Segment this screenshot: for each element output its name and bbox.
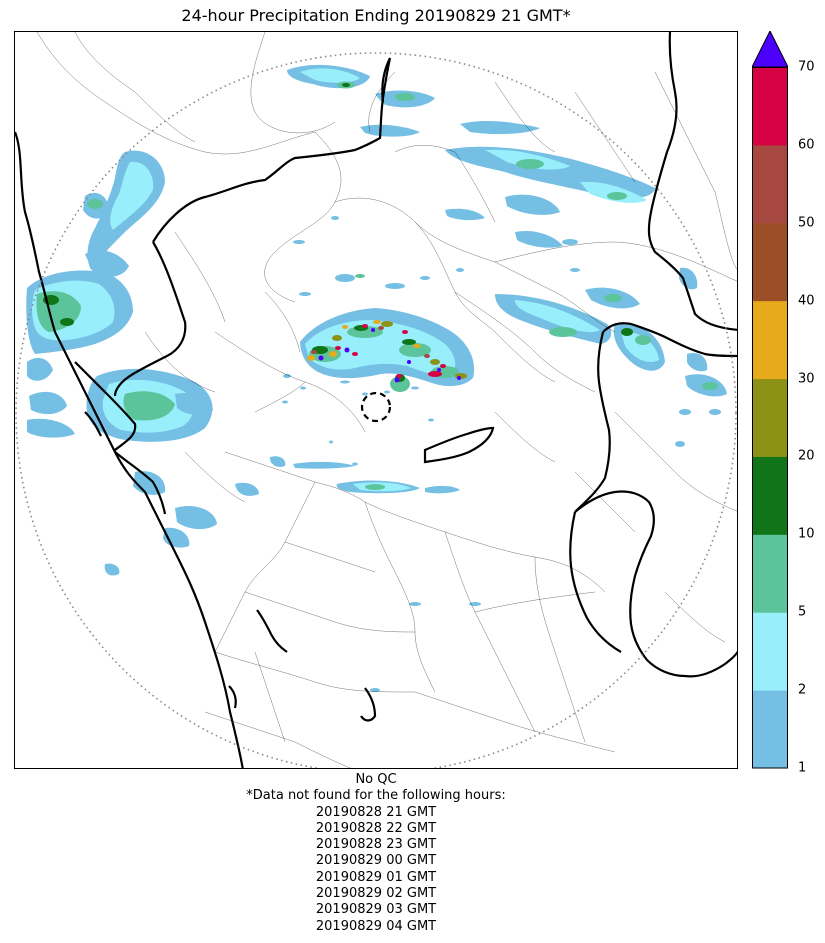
precip-area-northeast [445,146,727,447]
colorbar-tick-label: 1 [798,760,807,776]
colorbar-tick-label: 30 [798,371,815,387]
colorbar-tick-label: 50 [798,215,815,231]
radar-site-marker [360,391,392,423]
colorbar-band [752,690,788,769]
map-canvas [15,32,737,768]
colorbar-bands [752,67,788,769]
colorbar [752,31,788,769]
footnotes: No QC *Data not found for the following … [14,772,738,935]
colorbar-tick-label: 60 [798,137,815,153]
qc-note: No QC [355,772,397,787]
missing-hour: 20190828 23 GMT [315,837,437,853]
missing-data-header: *Data not found for the following hours: [246,788,506,804]
state-border-sw [74,361,137,451]
missing-hour: 20190828 21 GMT [315,804,437,820]
colorbar-band [752,378,788,457]
missing-hour: 20190828 22 GMT [315,820,437,836]
missing-hour: 20190829 02 GMT [315,886,437,902]
state-border-n [152,57,392,243]
radar-map[interactable] [14,31,738,769]
missing-hour: 20190829 03 GMT [315,902,437,918]
chart-title: 24-hour Precipitation Ending 20190829 21… [181,6,571,25]
colorbar-outline [752,67,788,769]
missing-hour: 20190829 04 GMT [315,918,437,934]
missing-hour: 20190829 00 GMT [315,853,437,869]
colorbar-band [752,534,788,613]
colorbar-tick-label: 40 [798,293,815,309]
colorbar-tick-label: 10 [798,526,815,542]
precip-area-central-cluster [282,216,475,466]
colorbar-tick-label: 2 [798,682,807,698]
precip-area-north-top [287,64,540,137]
precipitation-overlay [26,64,727,692]
state-border-se [574,490,737,678]
colorbar-band [752,222,788,302]
colorbar-band [752,456,788,535]
state-border-w2 [114,451,167,515]
colorbar-tick-label: 5 [798,604,807,620]
colorbar-extend-arrow [752,31,788,68]
range-ring [15,52,737,768]
colorbar-band [752,144,788,224]
colorbar-band [752,67,788,146]
colorbar-tick-label: 20 [798,448,815,464]
state-border-w [113,241,187,397]
missing-hour: 20190829 01 GMT [315,869,437,885]
colorbar-band [752,612,788,691]
state-border-e [602,322,737,358]
precip-area-south [293,461,481,692]
state-border-e2 [574,331,611,513]
state-borders [15,32,737,768]
district-boundaries [36,32,737,768]
colorbar-band [752,300,788,380]
colorbar-tick-label: 70 [798,59,815,75]
state-border-ne [647,32,737,331]
state-border-se-inlet [423,426,495,464]
